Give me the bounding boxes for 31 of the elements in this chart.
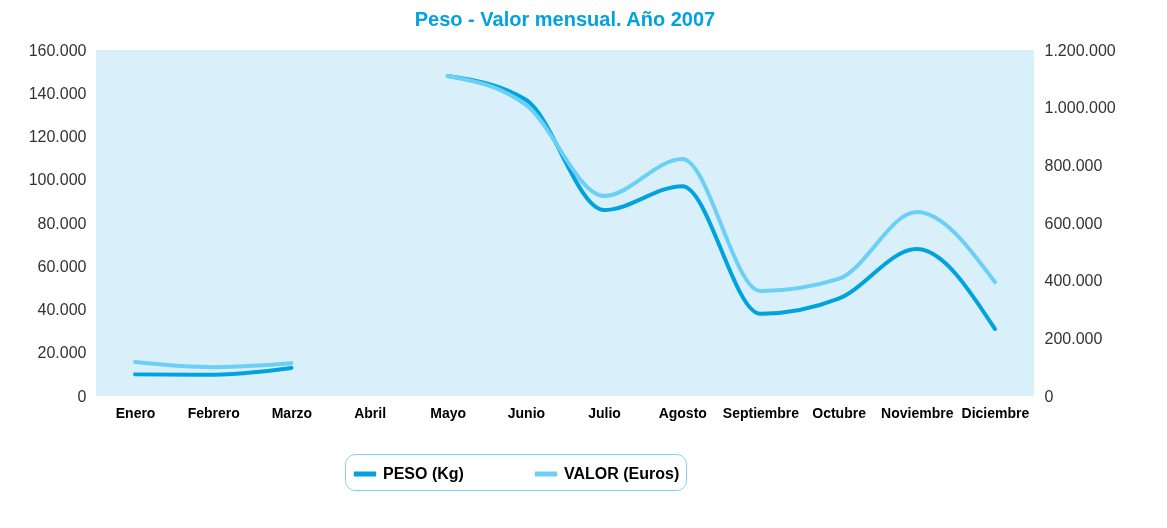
x-tick-label: Junio (507, 404, 546, 421)
y-tick-label: 100.000 (28, 171, 87, 189)
y2-tick-label: 1.000.000 (1044, 99, 1116, 117)
x-tick-label: Febrero (187, 404, 240, 421)
legend-label: PESO (Kg) (383, 465, 464, 482)
x-tick-label: Julio (588, 404, 621, 421)
y-tick-label: 140.000 (28, 84, 87, 102)
y-tick-label: 20.000 (37, 344, 87, 362)
x-tick-label: Abril (354, 404, 387, 421)
y2-tick-label: 800.000 (1044, 156, 1103, 174)
y-tick-label: 60.000 (37, 257, 87, 275)
y-tick-label: 160.000 (28, 41, 87, 59)
x-tick-label: Diciembre (961, 404, 1030, 421)
x-tick-label: Agosto (658, 404, 707, 421)
y2-tick-label: 200.000 (1044, 329, 1103, 347)
y-tick-label: 120.000 (28, 128, 87, 145)
chart-title: Peso - Valor mensual. Año 2007 (414, 8, 716, 30)
x-tick-label: Septiembre (722, 404, 800, 421)
y2-tick-label: 0 (1044, 387, 1054, 405)
x-tick-label: Octubre (812, 404, 867, 421)
y-tick-label: 80.000 (37, 214, 87, 232)
y2-tick-label: 400.000 (1044, 272, 1103, 290)
y2-tick-label: 1.200.000 (1044, 41, 1116, 59)
x-tick-label: Mayo (430, 404, 467, 421)
y-tick-label: 0 (77, 387, 87, 405)
y2-tick-label: 600.000 (1044, 214, 1103, 232)
x-tick-label: Marzo (271, 404, 313, 421)
x-tick-label: Noviembre (881, 404, 954, 421)
legend-label: VALOR (Euros) (564, 465, 680, 482)
y-tick-label: 40.000 (37, 301, 87, 318)
x-tick-label: Enero (115, 404, 156, 421)
